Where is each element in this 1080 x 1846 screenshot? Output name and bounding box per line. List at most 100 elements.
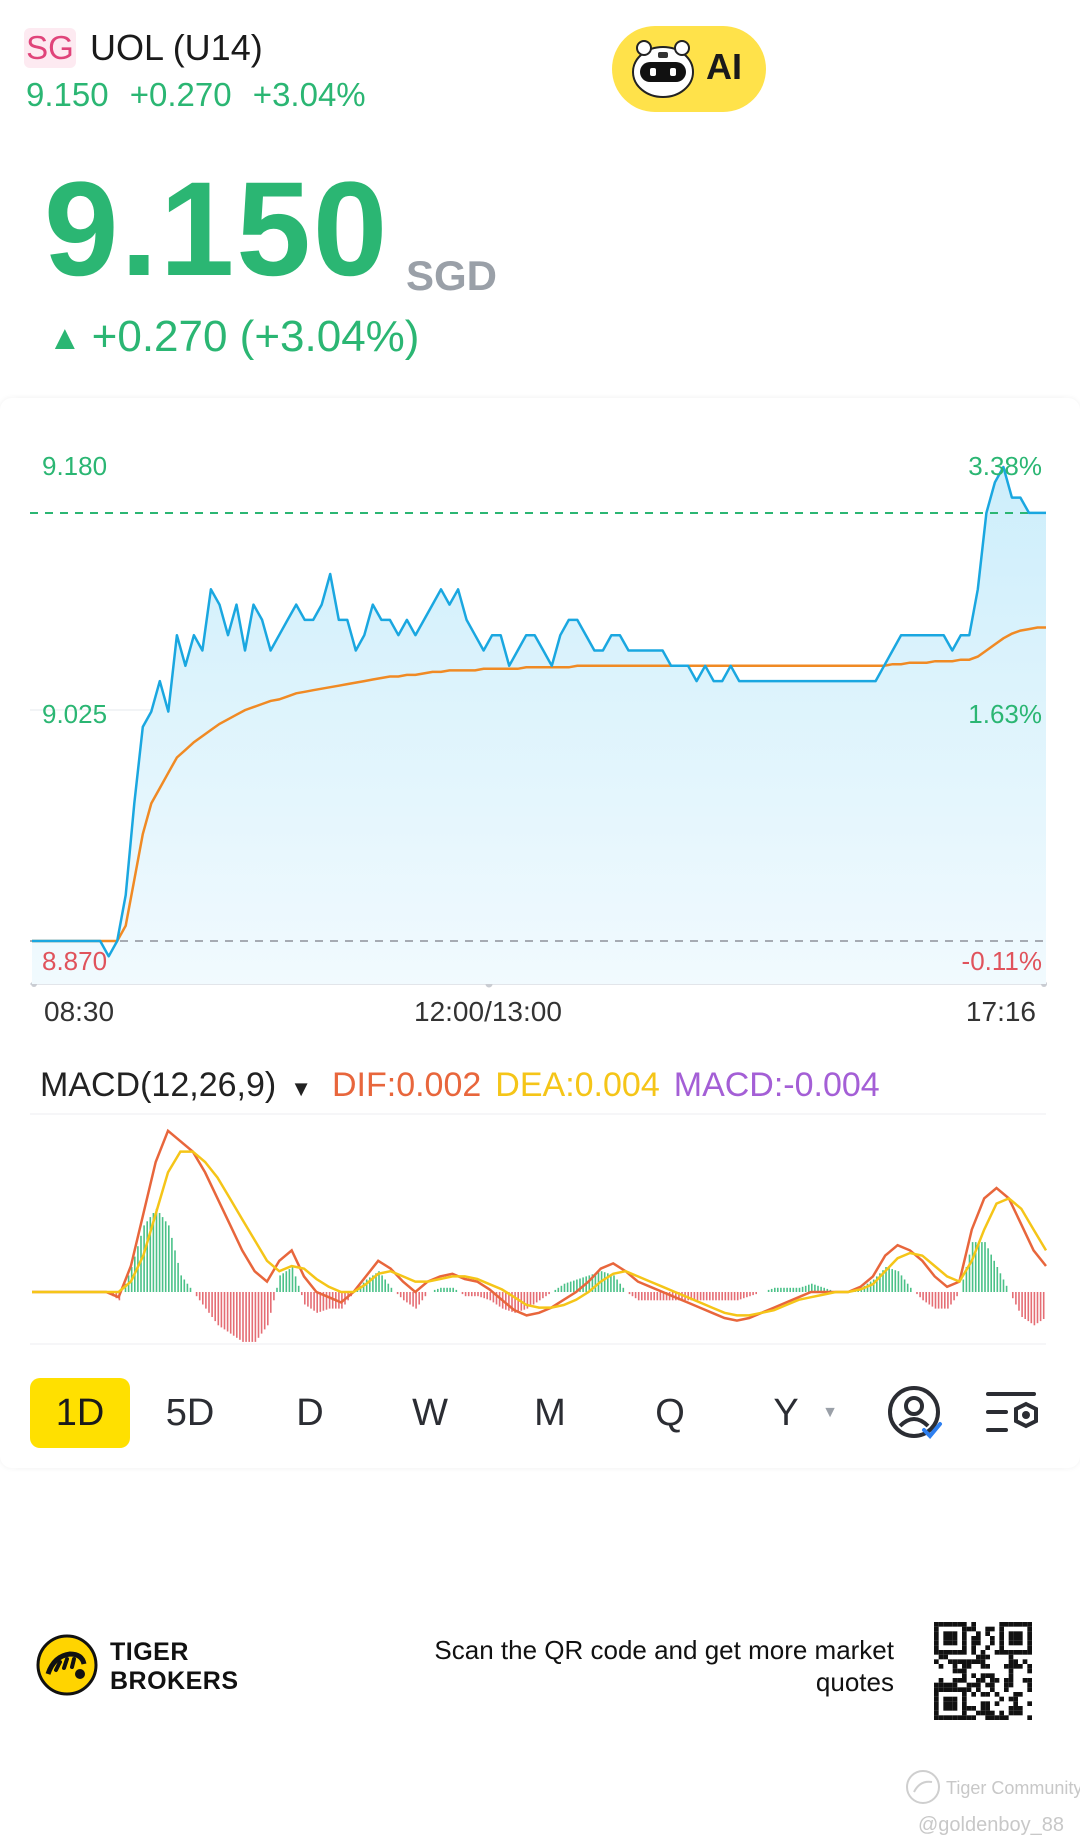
macd-histogram-bar	[242, 1292, 244, 1342]
macd-histogram-bar	[232, 1292, 235, 1336]
macd-histogram-bar	[220, 1292, 223, 1328]
macd-histogram-bar	[161, 1217, 164, 1292]
macd-histogram-bar	[795, 1287, 798, 1292]
macd-histogram-bar	[362, 1282, 365, 1292]
macd-histogram-bar	[665, 1292, 668, 1301]
y-label-high: 9.180	[42, 451, 108, 481]
macd-histogram-bar	[866, 1283, 869, 1292]
macd-histogram-bar	[471, 1292, 473, 1297]
macd-histogram-bar	[406, 1292, 408, 1303]
macd-histogram-bar	[947, 1292, 949, 1309]
macd-histogram-bar	[164, 1221, 167, 1292]
macd-histogram-bar	[254, 1292, 257, 1342]
price-change: ▲ +0.270 (+3.04%)	[48, 312, 419, 362]
y-pct-mid: 1.63%	[968, 699, 1042, 729]
tab-5d[interactable]: 5D	[165, 1392, 215, 1434]
macd-histogram-bar	[387, 1283, 390, 1292]
macd-histogram-bar	[409, 1292, 411, 1305]
macd-histogram-bar	[724, 1292, 727, 1301]
macd-histogram-bar	[412, 1292, 414, 1307]
macd-histogram-bar	[270, 1292, 272, 1313]
macd-histogram-bar	[248, 1292, 250, 1342]
macd-indicator-label[interactable]: MACD(12,26,9)	[40, 1066, 277, 1104]
macd-histogram-bar	[146, 1221, 148, 1292]
tab-month[interactable]: M	[534, 1392, 566, 1434]
macd-histogram-bar	[455, 1289, 458, 1292]
chart-settings-icon[interactable]	[984, 1386, 1044, 1440]
macd-histogram-bar	[644, 1292, 646, 1301]
tab-day[interactable]: D	[296, 1392, 324, 1434]
macd-histogram-bar	[331, 1292, 334, 1309]
macd-histogram-bar	[186, 1283, 189, 1292]
brand-name: TIGER BROKERS	[110, 1638, 239, 1696]
macd-histogram-bar	[291, 1267, 294, 1292]
macd-histogram-bar	[1036, 1292, 1039, 1324]
macd-histogram-bar	[662, 1292, 665, 1301]
macd-histogram-bar	[223, 1292, 226, 1330]
macd-histogram-bar	[381, 1275, 383, 1292]
macd-histogram-bar	[443, 1287, 445, 1292]
macd-histogram-bar	[1024, 1292, 1026, 1319]
x-label-start: 08:30	[44, 996, 115, 1027]
macd-histogram-bar	[885, 1267, 887, 1292]
macd-histogram-bar	[906, 1283, 909, 1292]
dropdown-caret-icon[interactable]: ▼	[290, 1076, 312, 1101]
tab-quarter[interactable]: Q	[655, 1392, 685, 1434]
average-price-line	[32, 626, 1046, 943]
macd-histogram-bar	[573, 1280, 575, 1292]
macd-histogram-bar	[415, 1292, 417, 1309]
macd-histogram-bar	[603, 1272, 606, 1292]
user-settings-icon[interactable]	[886, 1384, 944, 1442]
macd-histogram-bar	[637, 1292, 640, 1301]
macd-histogram-bar	[260, 1292, 263, 1334]
macd-histogram-bar	[239, 1292, 241, 1340]
macd-histogram-bar	[177, 1262, 179, 1292]
macd-histogram-bar	[554, 1289, 557, 1292]
macd-histogram-bar	[622, 1287, 625, 1292]
macd-histogram-bar	[770, 1288, 773, 1292]
y-label-mid: 9.025	[42, 699, 108, 729]
macd-histogram-bar	[396, 1292, 399, 1295]
macd-histogram-bar	[752, 1292, 754, 1296]
tab-week[interactable]: W	[412, 1392, 448, 1434]
macd-histogram-bar	[452, 1287, 454, 1292]
macd-histogram-bar	[214, 1292, 216, 1322]
macd-histogram-bar	[974, 1242, 977, 1292]
macd-histogram-bar	[798, 1287, 801, 1292]
macd-histogram-bar	[532, 1292, 535, 1305]
tab-1d[interactable]: 1D	[30, 1378, 130, 1448]
macd-histogram-bar	[276, 1287, 278, 1292]
macd-histogram-bar	[514, 1292, 516, 1313]
macd-histogram-bar	[594, 1273, 597, 1292]
macd-histogram-bar	[897, 1271, 900, 1292]
macd-histogram-bar	[236, 1292, 238, 1338]
macd-histogram-bar	[171, 1237, 173, 1292]
macd-histogram-bar	[245, 1292, 247, 1342]
macd-histogram-bar	[801, 1286, 804, 1292]
macd-histogram-bar	[378, 1271, 380, 1292]
macd-histogram-bar	[678, 1292, 680, 1301]
macd-histogram-bar	[804, 1285, 807, 1292]
x-label-mid: 12:00/13:00	[414, 996, 562, 1027]
macd-histogram	[109, 1208, 1045, 1342]
macd-histogram-bar	[937, 1292, 940, 1309]
macd-histogram-bar	[467, 1292, 470, 1297]
macd-histogram-bar	[140, 1235, 142, 1292]
macd-histogram-bar	[715, 1292, 717, 1301]
macd-histogram-bar	[560, 1285, 563, 1292]
macd-legend[interactable]: MACD(12,26,9) ▼ DIF:0.002 DEA:0.004 MACD:-0.…	[40, 1066, 894, 1105]
macd-histogram-bar	[607, 1273, 609, 1292]
macd-histogram-bar	[993, 1260, 995, 1292]
tab-year[interactable]: Y	[773, 1392, 799, 1434]
macd-histogram-bar	[702, 1292, 705, 1301]
macd-histogram-bar	[736, 1292, 739, 1301]
macd-histogram-bar	[198, 1292, 201, 1301]
macd-histogram-bar	[226, 1292, 229, 1332]
macd-histogram-bar	[310, 1292, 312, 1309]
macd-histogram-bar	[727, 1292, 730, 1301]
macd-histogram-bar	[999, 1273, 1002, 1292]
year-dropdown-icon[interactable]: ▼	[822, 1404, 838, 1421]
macd-histogram-bar	[953, 1292, 955, 1301]
macd-histogram-bar	[384, 1279, 386, 1292]
